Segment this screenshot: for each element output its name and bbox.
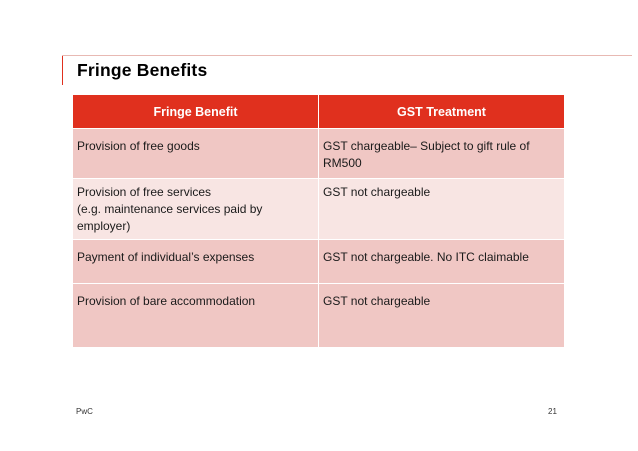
title-accent-rule (62, 55, 63, 85)
benefit-cell: Provision of free services (e.g. mainten… (72, 178, 319, 240)
treatment-text: GST chargeable– Subject to gift rule of (323, 139, 530, 153)
treatment-cell: GST not chargeable (318, 178, 565, 240)
benefit-text: Provision of free goods (77, 139, 200, 153)
benefit-text: Provision of free services (77, 185, 212, 199)
benefit-cell: Provision of free goods (72, 128, 319, 179)
table-row: Provision of bare accommodation GST not … (72, 283, 565, 348)
table-header-row: Fringe Benefit GST Treatment (72, 94, 565, 129)
treatment-text: GST not chargeable. No ITC claimable (323, 250, 529, 264)
treatment-cell: GST not chargeable. No ITC claimable (318, 239, 565, 284)
fringe-benefits-table: Fringe Benefit GST Treatment Provision o… (72, 94, 565, 348)
benefit-cell: Payment of individual’s expenses (72, 239, 319, 284)
treatment-text: GST not chargeable (323, 294, 431, 308)
treatment-text: RM500 (323, 156, 362, 170)
benefit-text: Provision of bare accommodation (77, 294, 256, 308)
benefit-text: employer) (77, 219, 131, 233)
treatment-cell: GST not chargeable (318, 283, 565, 348)
slide-title: Fringe Benefits (77, 60, 208, 80)
footer-brand: PwC (76, 407, 93, 416)
column-header-gst-treatment: GST Treatment (318, 94, 565, 129)
table-row: Provision of free services (e.g. mainten… (72, 178, 565, 240)
treatment-cell: GST chargeable– Subject to gift rule of … (318, 128, 565, 179)
page-number: 21 (548, 407, 557, 416)
benefit-text: Payment of individual’s expenses (77, 250, 255, 264)
table-row: Provision of free goods GST chargeable– … (72, 128, 565, 179)
top-divider (62, 55, 632, 56)
benefit-text: (e.g. maintenance services paid by (77, 202, 263, 216)
benefit-cell: Provision of bare accommodation (72, 283, 319, 348)
treatment-text: GST not chargeable (323, 185, 431, 199)
column-header-fringe-benefit: Fringe Benefit (72, 94, 319, 129)
table-row: Payment of individual’s expenses GST not… (72, 239, 565, 284)
